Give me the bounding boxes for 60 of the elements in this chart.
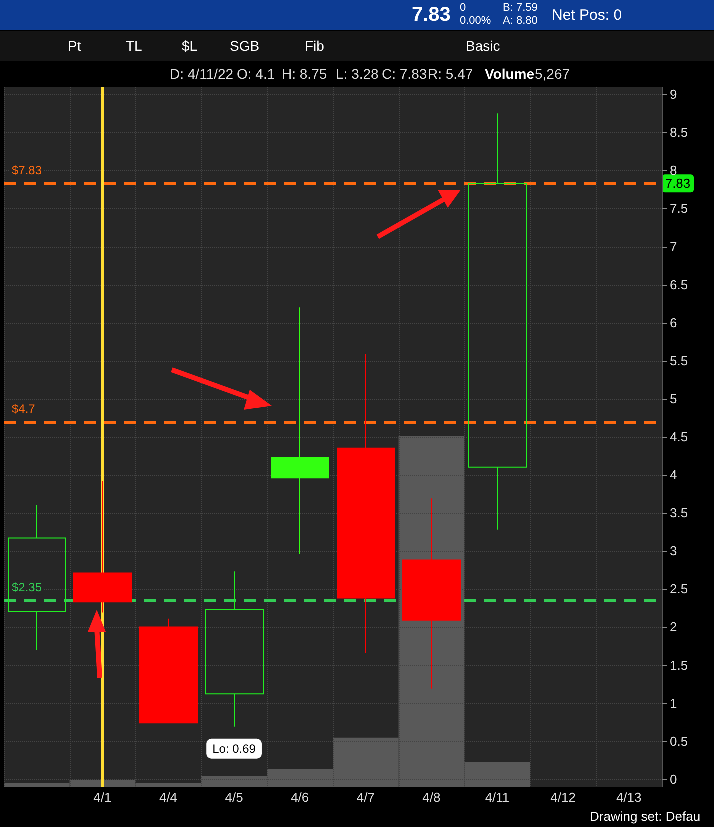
ref-line-label: $2.35 xyxy=(12,580,42,595)
text: Basic xyxy=(466,37,500,56)
x-tick-label: 4/5 xyxy=(225,790,244,805)
text: Net Pos: 0 xyxy=(552,6,622,26)
text: H: 8.75 xyxy=(282,65,328,84)
text: L: 3.28 xyxy=(336,65,379,84)
y-tick-label: 3.5 xyxy=(670,506,688,521)
text: Drawing set: Defau xyxy=(590,808,701,826)
y-tick-label: 5.5 xyxy=(670,353,688,368)
text: R: 5.47 xyxy=(428,65,474,84)
text: Pt xyxy=(68,37,82,56)
text: $L xyxy=(182,37,198,56)
ref-line-label: $7.83 xyxy=(12,164,42,178)
y-tick-label: 0 xyxy=(670,772,678,787)
x-tick-label: 4/12 xyxy=(550,790,576,805)
y-tick-label: 6.5 xyxy=(670,277,688,292)
y-tick-label: 2 xyxy=(670,620,678,635)
candlestick xyxy=(73,480,132,614)
x-tick-label: 4/7 xyxy=(356,790,375,805)
candlestick xyxy=(337,354,395,654)
y-tick-label: 4 xyxy=(670,468,678,483)
x-tick-label: 4/13 xyxy=(616,790,642,805)
y-tick-label: 6 xyxy=(670,315,678,330)
text: 0.00% xyxy=(460,14,492,28)
y-tick-label: 1 xyxy=(670,696,678,711)
y-tick-label: 8 xyxy=(670,163,678,178)
candlestick xyxy=(205,571,264,728)
candlestick xyxy=(139,618,198,724)
annotation: Lo: 0.69 xyxy=(212,742,256,756)
text: C: 7.83 xyxy=(382,65,428,84)
x-tick-label: 4/8 xyxy=(422,790,441,805)
annotation: 7.83 xyxy=(665,176,691,192)
text: Volume xyxy=(485,65,535,84)
text: O: 4.1 xyxy=(237,65,276,84)
y-tick-label: 9 xyxy=(670,87,678,102)
y-tick-label: 5 xyxy=(670,391,678,406)
y-tick-label: 1.5 xyxy=(670,658,688,673)
text: 7.83 xyxy=(412,2,451,28)
text: D: 4/11/22 xyxy=(170,65,234,84)
text: 0 xyxy=(460,1,466,15)
candlestick xyxy=(468,113,527,530)
candlestick xyxy=(402,498,461,690)
text: 5,267 xyxy=(535,65,570,84)
y-tick-label: 2.5 xyxy=(670,582,688,597)
y-tick-label: 3 xyxy=(670,544,678,559)
y-tick-label: 7.5 xyxy=(670,201,688,216)
text: TL xyxy=(126,37,142,56)
x-tick-label: 4/4 xyxy=(159,790,178,805)
ref-line-label: $4.7 xyxy=(12,402,36,416)
text: Fib xyxy=(305,37,324,56)
y-tick-label: 8.5 xyxy=(670,125,688,140)
text: B: 7.59 xyxy=(503,1,538,15)
x-tick-label: 4/6 xyxy=(291,790,310,805)
x-tick-label: 4/1 xyxy=(94,790,112,805)
text: SGB xyxy=(230,37,260,56)
y-tick-label: 7 xyxy=(670,239,678,254)
x-tick-label: 4/11 xyxy=(485,790,510,805)
y-tick-label: 0.5 xyxy=(670,734,688,749)
y-tick-label: 4.5 xyxy=(670,430,688,444)
text: A: 8.80 xyxy=(503,14,538,28)
